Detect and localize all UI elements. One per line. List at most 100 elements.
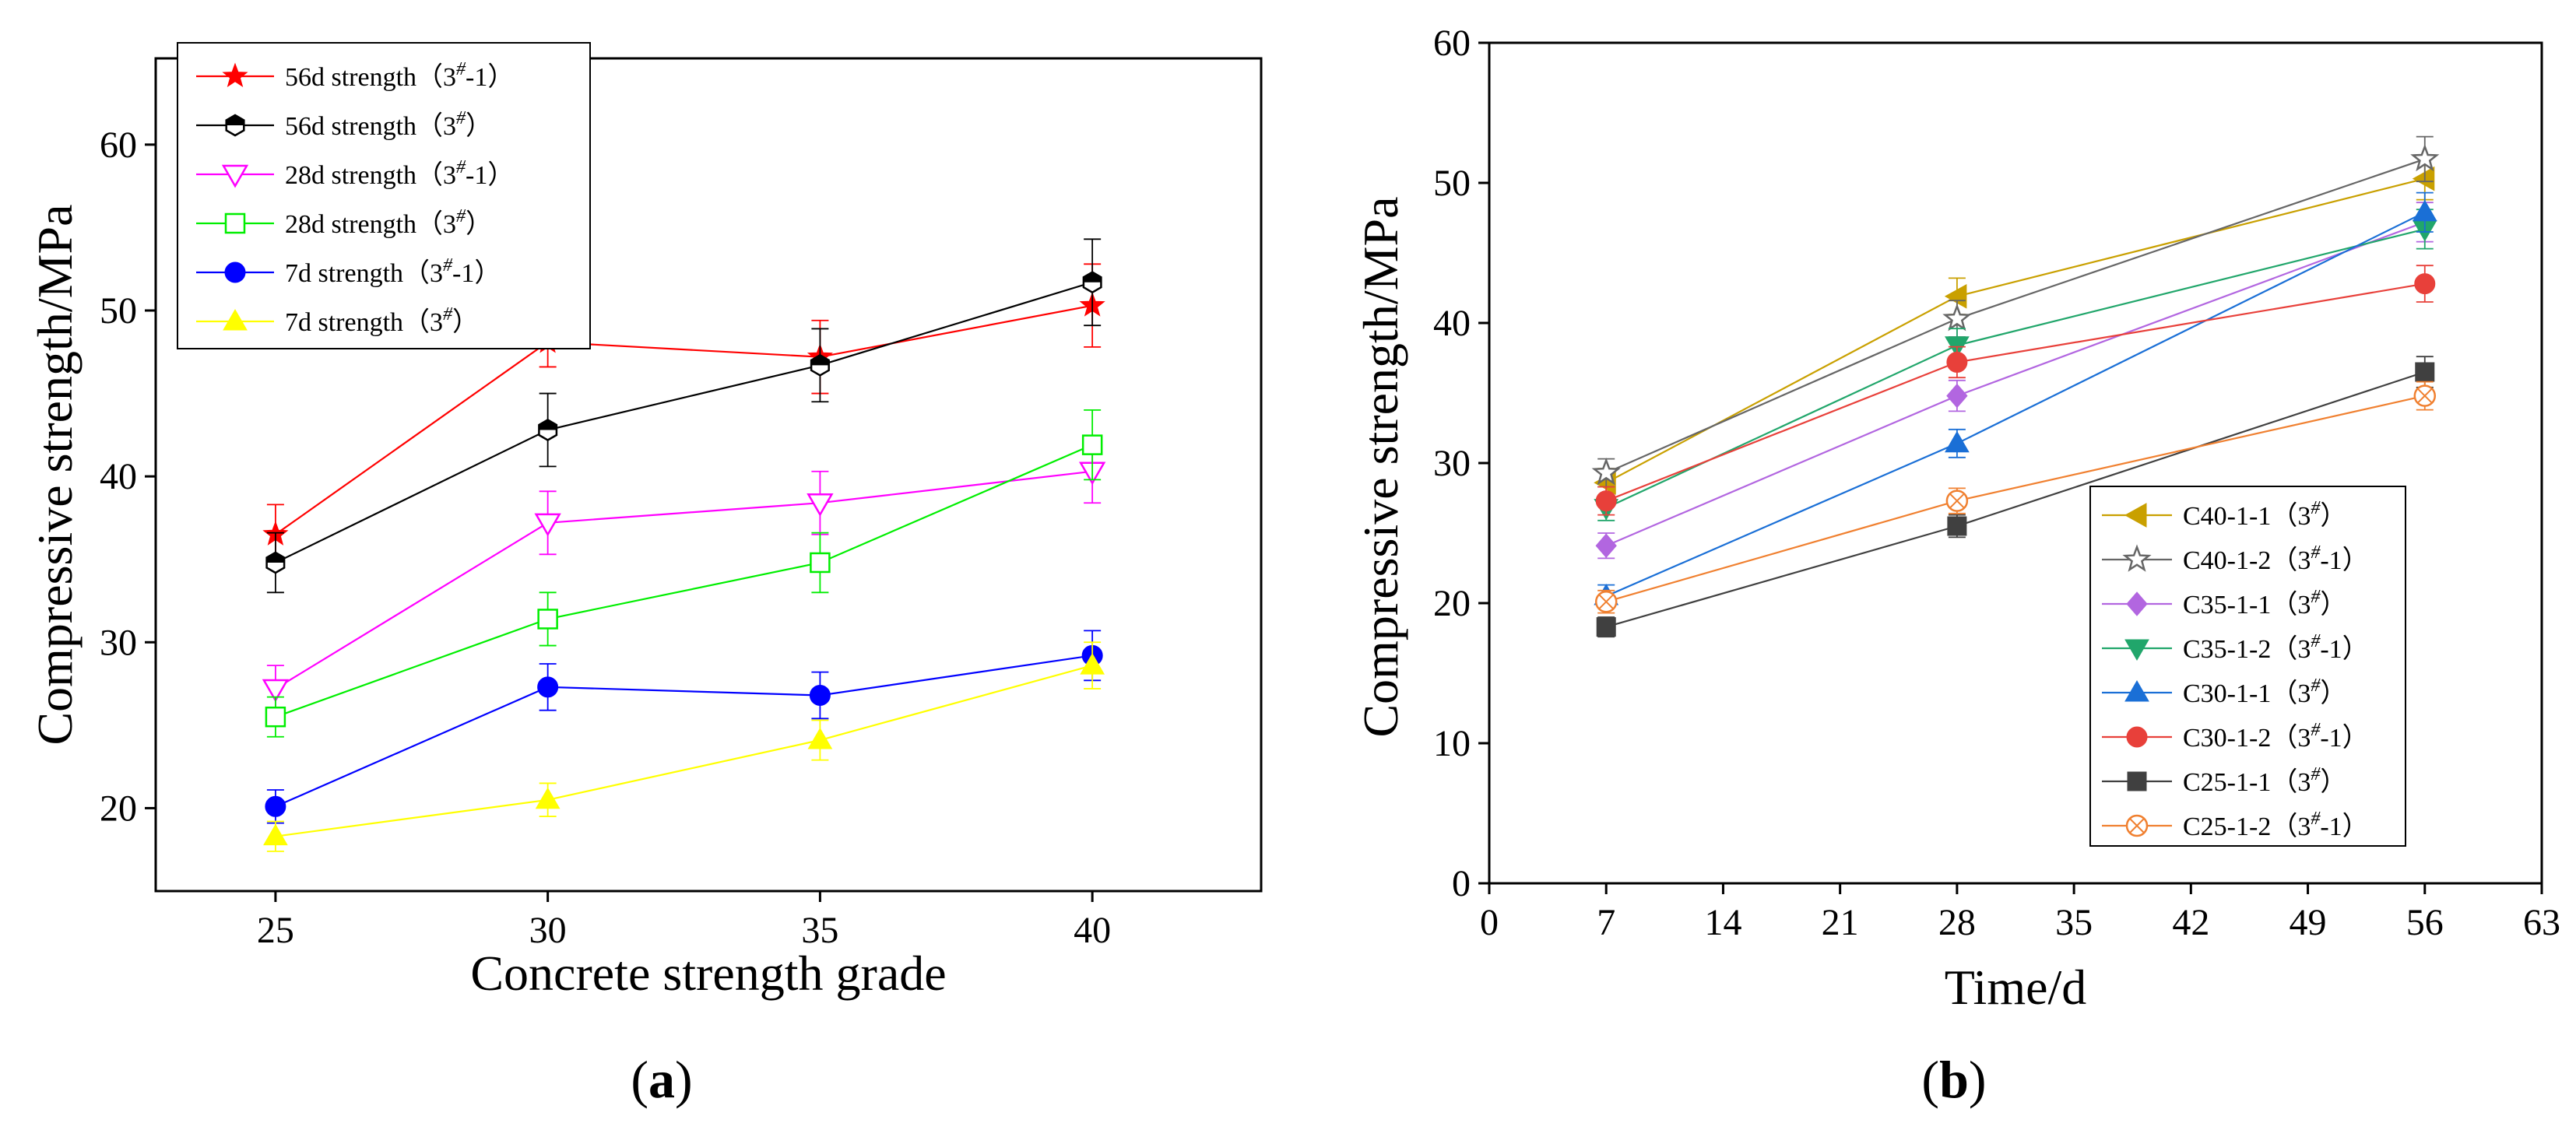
panel-b-legend-label-6: C25-1-1（3#） — [2183, 764, 2346, 797]
panel-a-series-4 — [265, 630, 1103, 824]
panel-a-series-4-line — [275, 654, 1093, 808]
panel-a-series-1-point — [265, 551, 286, 574]
panel-b-y-tick-label: 0 — [1452, 863, 1471, 904]
panel-a-y-tick-label: 50 — [100, 290, 137, 332]
panel-b-legend-item-6: C25-1-1（3#） — [2102, 764, 2346, 797]
panel-a-series-4-point — [809, 684, 831, 706]
panel-b-legend-item-0: C40-1-1（3#） — [2102, 498, 2346, 531]
panel-b-series-1-line — [1605, 158, 2426, 474]
panel-b-y-tick-label: 40 — [1433, 303, 1471, 344]
panel-b-legend-item-5: C30-1-2（3#-1） — [2102, 720, 2369, 753]
panel-a-series-1-point — [1082, 271, 1102, 294]
panel-a-plot-area — [262, 238, 1106, 852]
panel-a-legend-label-2: 28d strength（3#-1） — [285, 157, 514, 190]
panel-b-series-7 — [1594, 381, 2437, 614]
panel-b-series-6-point — [1947, 516, 1967, 536]
panel-a-series-3-point — [537, 609, 558, 630]
panel-b-x-tick-label: 21 — [1822, 902, 1859, 943]
panel-b-series-1 — [1591, 135, 2440, 488]
panel-b-x-tick-label: 14 — [1704, 902, 1741, 943]
panel-b-legend-swatch-marker — [2124, 639, 2149, 662]
panel-b-y-tick-label: 10 — [1433, 723, 1471, 764]
panel-a-x-tick-label: 40 — [1074, 910, 1111, 951]
panel-a-legend-box — [177, 42, 591, 349]
panel-a-series-1-line — [275, 281, 1093, 563]
panel-b-series-4-point — [2412, 199, 2437, 222]
panel-a-y-tick-label: 20 — [100, 788, 137, 829]
panel-a-series-5-point — [807, 728, 833, 749]
panel-a-series-2-line — [275, 470, 1093, 690]
panel-b-x-tick-label: 56 — [2406, 902, 2444, 943]
panel-a-legend-label-4: 7d strength（3#-1） — [285, 255, 501, 288]
panel-a-y-axis-label: Compressive strength/MPa — [27, 204, 83, 745]
panel-b-series-6-point — [2415, 362, 2435, 382]
panel-b-legend-label-2: C35-1-1（3#） — [2183, 587, 2346, 619]
panel-b-series-3 — [1594, 209, 2437, 521]
panel-b-legend-item-2: C35-1-1（3#） — [2102, 587, 2346, 619]
panel-b-legend-item-4: C30-1-1（3#） — [2102, 676, 2346, 708]
panel-a-legend-swatch-marker — [223, 308, 248, 331]
panel-b-y-axis-label: Compressive strength/MPa — [1353, 196, 1408, 737]
panel-a-y-tick-label: 40 — [100, 456, 137, 497]
panel-b-x-tick-label: 49 — [2290, 902, 2327, 943]
panel-b-series-5-point — [2414, 273, 2436, 295]
panel-b-legend-item-1: C40-1-2（3#-1） — [2102, 542, 2369, 575]
panel-a-caption: (a) — [631, 1050, 692, 1109]
panel-a-series-1 — [265, 238, 1102, 594]
panel-a-axes-frame — [154, 57, 1263, 893]
panel-b-legend: C40-1-1（3#） C40-1-2（3#-1） C35-1-1（3#） C35-1… — [2089, 486, 2406, 847]
panel-b-x-tick-label: 35 — [2055, 902, 2093, 943]
panel-a-series-3 — [265, 409, 1103, 738]
panel-b-ticks: 0 7 14 21 28 35 42 49 56 63 0 10 20 30 40 50 60 — [1433, 23, 2560, 943]
panel-b-series-0 — [1594, 156, 2435, 498]
panel-a-ticks: 25 30 35 40 20 30 40 50 60 — [100, 125, 1111, 951]
panel-b-legend-swatch-marker — [2126, 591, 2148, 616]
panel-b-series-1-point — [1942, 304, 1972, 332]
panel-b-legend-label-4: C30-1-1（3#） — [2183, 676, 2346, 708]
panel-b-series-1-point — [2410, 143, 2440, 172]
panel-a-series-2-point — [262, 679, 290, 703]
panel-b-caption-letter: b — [1939, 1050, 1969, 1109]
panel-b-x-axis-label: Time/d — [1945, 960, 2087, 1015]
panel-b-series-5-point — [1595, 490, 1617, 512]
panel-b-series-6 — [1596, 356, 2435, 638]
panel-a-series-2-point — [807, 493, 834, 517]
panel-b-series-7-point — [2413, 384, 2437, 407]
panel-b-caption: (b) — [1921, 1050, 1986, 1109]
panel-b: 0 7 14 21 28 35 42 49 56 63 0 10 20 30 40 50 60 Time/d C… — [1353, 23, 2560, 1109]
panel-a-series-3-point — [265, 706, 286, 728]
panel-b-legend-label-7: C25-1-2（3#-1） — [2183, 809, 2369, 841]
panel-a-caption-letter: a — [648, 1050, 675, 1109]
panel-b-y-tick-label: 20 — [1433, 583, 1471, 624]
panel-a-series-0-line — [275, 304, 1093, 535]
panel-a-legend-swatch-marker — [224, 212, 246, 234]
panel-a-legend-item-0: 56d strength（3#-1） — [196, 59, 514, 92]
panel-b-x-tick-label: 63 — [2523, 902, 2560, 943]
panel-a-x-axis-label: Concrete strength grade — [470, 946, 946, 1001]
panel-a-series-3-point — [810, 552, 831, 574]
panel-a-legend-item-5: 7d strength（3#） — [196, 304, 479, 337]
panel-a-x-tick-label: 35 — [801, 910, 838, 951]
panel-a-series-3-point — [1081, 434, 1103, 455]
panel-b-y-tick-label: 60 — [1433, 23, 1471, 64]
panel-b-x-tick-label: 42 — [2172, 902, 2209, 943]
panel-b-legend-label-0: C40-1-1（3#） — [2183, 498, 2346, 531]
panel-a-series-5-point — [535, 787, 561, 809]
panel-b-legend-label-5: C30-1-2（3#-1） — [2183, 720, 2369, 753]
panel-a: 25 30 35 40 20 30 40 50 60 Concrete strength gra… — [27, 42, 1263, 1109]
panel-a-series-4-point — [265, 795, 286, 817]
panel-a-legend-label-1: 56d strength（3#） — [285, 108, 492, 141]
panel-b-series-5-line — [1605, 283, 2425, 502]
panel-a-x-tick-label: 30 — [529, 910, 567, 951]
panel-a-series-5-point — [263, 823, 288, 846]
panel-b-series-7-point — [1594, 590, 1618, 613]
panel-a-legend-label-3: 28d strength（3#） — [285, 206, 492, 239]
panel-b-legend-label-1: C40-1-2（3#-1） — [2183, 542, 2369, 575]
panel-b-series-5 — [1595, 265, 2436, 516]
panel-b-series-4-point — [1945, 430, 1970, 453]
panel-b-legend-swatch-marker — [2124, 679, 2149, 702]
panel-b-series-2-point — [1595, 533, 1617, 558]
panel-a-series-1-point — [810, 353, 830, 377]
panel-a-x-tick-label: 25 — [257, 910, 294, 951]
